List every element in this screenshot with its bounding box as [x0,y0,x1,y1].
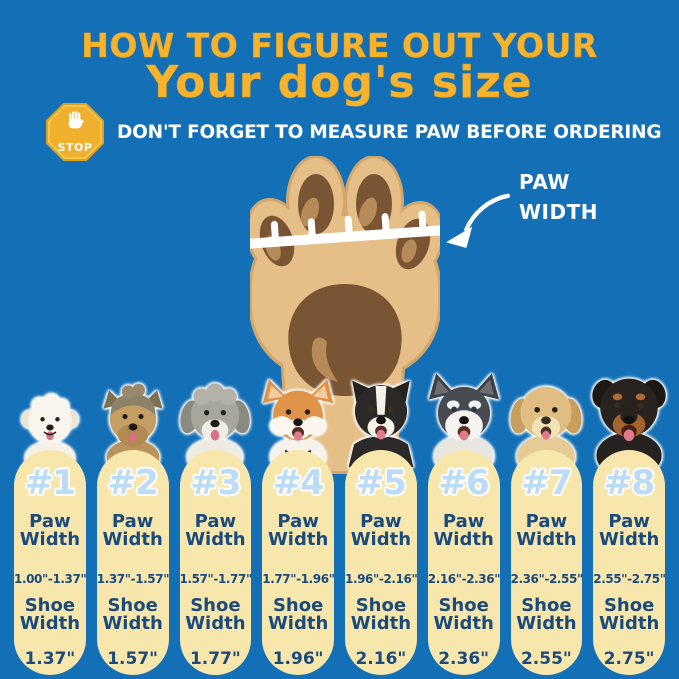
paw-width-range: 1.77"-1.96" [262,572,335,586]
size-number: #2 [107,463,159,503]
size-column-8: #8 Paw Width 2.55"-2.75" Shoe Width 2.75… [592,378,666,675]
paw-width-range: 1.00"-1.37" [14,572,87,586]
paw-width-range: 2.55"-2.75" [593,572,666,586]
paw-width-heading: Paw Width [516,511,577,550]
paw-width-heading: Paw Width [102,511,163,550]
paw-width-heading: Paw Width [433,511,494,550]
ruler-icon [250,210,440,250]
size-pill: #3 Paw Width 1.57"-1.77" Shoe Width 1.77… [179,450,253,675]
size-pill: #7 Paw Width 2.36"-2.55" Shoe Width 2.55… [510,450,584,675]
size-column-7: #7 Paw Width 2.36"-2.55" Shoe Width 2.55… [510,386,584,675]
size-pill: #4 Paw Width 1.77"-1.96" Shoe Width 1.96… [262,450,335,675]
shoe-width-value: 1.77" [189,649,241,669]
size-pill: #6 Paw Width 2.16"-2.36" Shoe Width 2.36… [427,450,501,675]
shoe-width-heading: Shoe Width [350,595,412,634]
size-number: #7 [521,463,572,503]
paw-width-range: 2.36"-2.55" [510,572,584,586]
size-column-4: #4 Paw Width 1.77"-1.96" Shoe Width 1.96… [262,379,335,675]
dog-photo-yorkshire-terrier [103,383,163,467]
paw-width-range: 2.16"-2.36" [427,572,501,586]
size-chart: #1 Paw Width 1.00"-1.37" Shoe Width 1.37… [14,373,666,675]
size-number: #3 [190,463,241,503]
size-column-1: #1 Paw Width 1.00"-1.37" Shoe Width 1.37… [14,393,87,675]
page-title-line2: Your dog's size [146,57,533,109]
paw-width-callout: PAW WIDTH [519,170,598,224]
shoe-width-heading: Shoe Width [185,595,246,634]
size-pill: #1 Paw Width 1.00"-1.37" Shoe Width 1.37… [14,450,87,675]
size-column-2: #2 Paw Width 1.37"-1.57" Shoe Width 1.57… [96,383,170,675]
paw-width-range: 1.57"-1.77" [179,572,253,586]
shoe-width-heading: Shoe Width [433,595,494,634]
shoe-width-heading: Shoe Width [598,595,660,634]
size-column-3: #3 Paw Width 1.57"-1.77" Shoe Width 1.77… [179,383,253,675]
shoe-width-value: 2.16" [355,649,407,669]
page-title-line1: HOW TO FIGURE OUT YOUR [81,26,598,66]
size-column-6: #6 Paw Width 2.16"-2.36" Shoe Width 2.36… [427,373,501,675]
size-number: #5 [355,463,407,503]
curved-arrow-icon [446,193,511,248]
size-column-5: #5 Paw Width 1.96"-2.16" Shoe Width 2.16… [345,380,418,675]
shoe-width-value: 2.55" [520,649,572,669]
stop-sign: STOP [46,103,104,161]
size-number: #1 [24,463,76,503]
size-number: #6 [438,463,490,503]
shoe-width-value: 2.36" [438,649,490,669]
paw-width-heading: Paw Width [350,511,412,550]
paw-width-range: 1.37"-1.57" [96,572,170,586]
dog-photo-golden-retriever [510,386,582,467]
shoe-width-heading: Shoe Width [19,595,81,634]
size-pill: #2 Paw Width 1.37"-1.57" Shoe Width 1.57… [96,450,170,675]
size-number: #4 [273,463,324,503]
shoe-width-value: 1.37" [24,649,76,669]
hand-icon [68,111,84,129]
paw-width-heading: Paw Width [19,511,81,550]
shoe-width-value: 2.75" [603,649,655,669]
size-number: #8 [604,463,655,503]
shoe-width-value: 1.96" [272,649,324,669]
size-pill: #5 Paw Width 1.96"-2.16" Shoe Width 2.16… [345,450,418,675]
stop-label: STOP [57,141,93,154]
shoe-width-heading: Shoe Width [516,595,577,634]
shoe-width-value: 1.57" [107,649,159,669]
paw-width-heading: Paw Width [598,511,660,550]
shoe-width-heading: Shoe Width [267,595,329,634]
size-pill: #8 Paw Width 2.55"-2.75" Shoe Width 2.75… [593,450,666,675]
shoe-width-heading: Shoe Width [102,595,163,634]
warning-text: DON'T FORGET TO MEASURE PAW BEFORE ORDER… [117,121,662,143]
paw-width-heading: Paw Width [185,511,246,550]
paw-width-range: 1.96"-2.16" [345,572,418,586]
paw-width-heading: Paw Width [267,511,329,550]
